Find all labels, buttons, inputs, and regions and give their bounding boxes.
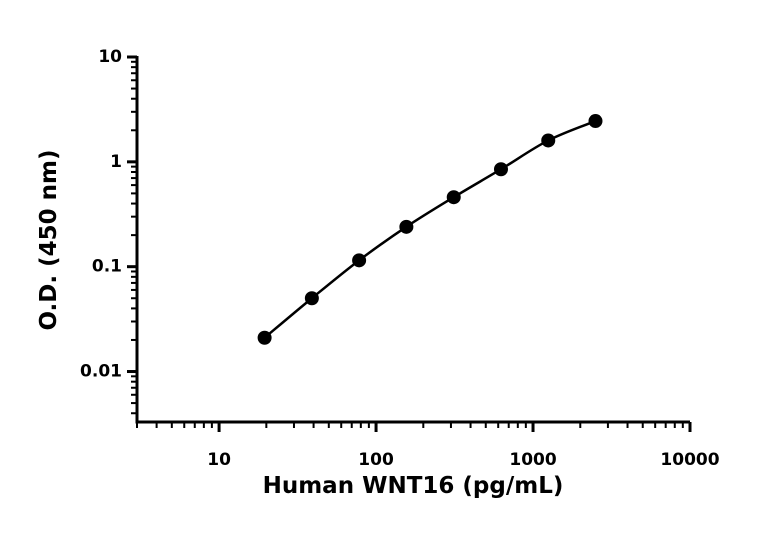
data-point [541, 133, 556, 148]
x-tick-label: 10000 [660, 450, 719, 470]
y-tick-label: 10 [98, 47, 122, 67]
y-tick-label: 0.1 [92, 257, 122, 277]
x-axis-title: Human WNT16 (pg/mL) [263, 473, 564, 499]
y-tick-label: 0.01 [80, 362, 122, 382]
data-point [257, 330, 272, 345]
fit-curve [263, 119, 596, 339]
data-point [304, 291, 319, 306]
data-point [399, 219, 414, 234]
data-point [588, 114, 603, 129]
data-point [446, 190, 461, 205]
y-tick-label: 1 [110, 152, 122, 172]
x-tick-label: 1000 [509, 450, 556, 470]
y-axis-title: O.D. (450 nm) [36, 149, 62, 330]
x-tick-label: 100 [358, 450, 394, 470]
data-point [352, 253, 367, 268]
x-tick-label: 10 [207, 450, 231, 470]
data-point [493, 162, 508, 177]
